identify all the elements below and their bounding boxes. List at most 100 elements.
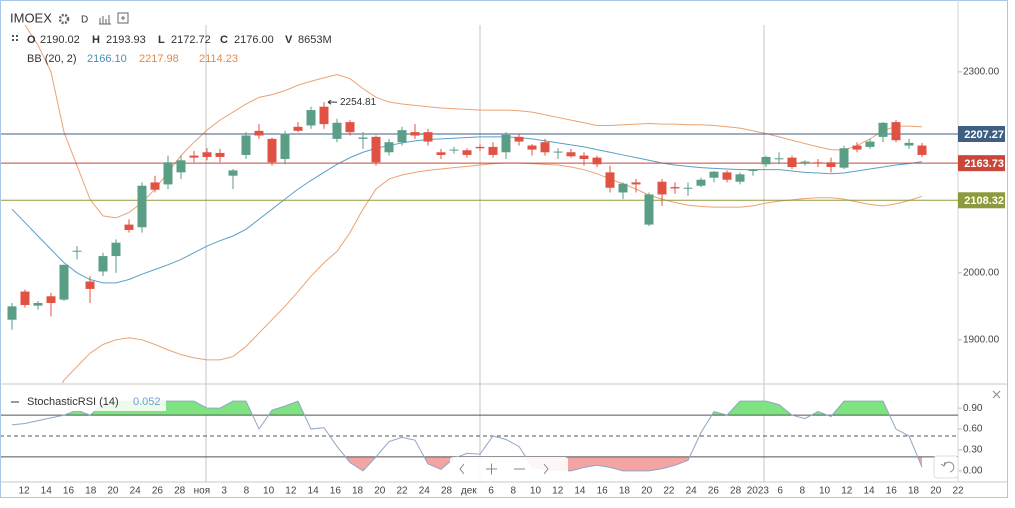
x-tick-label: 12 — [552, 486, 564, 497]
settings-icon[interactable] — [58, 13, 70, 25]
x-tick-label: 20 — [107, 486, 119, 497]
candle-body — [865, 141, 875, 147]
drag-handle — [12, 35, 18, 41]
candle-body — [449, 149, 459, 151]
candle-body — [150, 182, 160, 190]
candle-body — [319, 106, 329, 125]
candle-body — [670, 187, 680, 189]
reset-button[interactable] — [933, 455, 959, 479]
candle-body — [579, 155, 589, 159]
x-tick-label: 20 — [641, 486, 653, 497]
candle-body — [72, 250, 82, 252]
candle-body — [371, 136, 381, 163]
h-value: 2193.93 — [106, 34, 146, 46]
x-tick-label: 26 — [152, 486, 164, 497]
candle-body — [878, 122, 888, 137]
x-tick-label: 14 — [863, 486, 875, 497]
candle-body — [293, 126, 303, 131]
candle-body — [436, 152, 446, 155]
candle-body — [657, 181, 667, 195]
candle-body — [735, 174, 745, 182]
compare-plus — [121, 16, 125, 20]
candle-body — [787, 157, 797, 167]
candle-body — [644, 194, 654, 225]
x-tick-label: 18 — [352, 486, 364, 497]
candle-body — [774, 158, 784, 160]
symbol: IMOEX — [10, 10, 52, 25]
bollinger-band — [61, 162, 923, 383]
o-value: 2190.02 — [40, 34, 80, 46]
x-tick-label: 22 — [663, 486, 675, 497]
x-tick-label: 12 — [841, 486, 853, 497]
c-value: 2176.00 — [234, 34, 274, 46]
oscillator-title: StochasticRSI (14) — [27, 396, 119, 408]
candle-body — [514, 136, 524, 142]
candle-body — [85, 281, 95, 289]
candle-body — [540, 142, 550, 153]
candle-body — [345, 122, 355, 133]
candle-body — [124, 224, 134, 230]
x-tick-label: 20 — [930, 486, 942, 497]
candle-body — [696, 179, 706, 186]
x-tick-label: 22 — [396, 486, 408, 497]
x-tick-label: 28 — [441, 486, 453, 497]
bb-lower: 2114.23 — [199, 53, 238, 65]
candle-body — [358, 137, 368, 139]
scroll-right[interactable] — [543, 463, 549, 475]
x-tick-label: дек — [461, 486, 477, 497]
scroll-left[interactable] — [459, 463, 465, 475]
candle-body — [527, 145, 537, 150]
bars-icon[interactable] — [99, 15, 111, 25]
candle-body — [20, 291, 30, 305]
header: IMOEX D O 2190.02 H 2193.93 L 2172.72 C … — [10, 10, 332, 64]
x-tick-label: 8 — [800, 486, 806, 497]
x-tick-label: 16 — [886, 486, 898, 497]
x-tick-label: 16 — [597, 486, 609, 497]
oscillator-legend: StochasticRSI (14) 0.052 — [6, 390, 1001, 411]
toolbar-bg — [450, 457, 568, 481]
compare-icon[interactable] — [117, 12, 129, 24]
bb-upper: 2217.98 — [139, 53, 179, 65]
candle-body — [800, 161, 810, 163]
oversold-fill — [345, 456, 922, 471]
candle-body — [202, 152, 212, 157]
candle-body — [566, 152, 576, 157]
x-tick-label: 10 — [263, 486, 275, 497]
zoom-in[interactable] — [486, 463, 497, 475]
level-label: 2108.32 — [964, 195, 1004, 207]
y-tick-label: 0.30 — [963, 445, 983, 456]
legend-bg — [6, 393, 166, 411]
candle-body — [852, 145, 862, 150]
interval[interactable]: D — [81, 15, 88, 26]
candle-body — [280, 133, 290, 159]
oscillator-value: 0.052 — [133, 396, 161, 408]
x-tick-label: 26 — [708, 486, 720, 497]
price-pane: 2254.81 — [1, 25, 958, 383]
candle-body — [254, 130, 264, 136]
x-tick-label: 16 — [63, 486, 75, 497]
candle-body — [98, 256, 108, 272]
x-tick-label: 16 — [330, 486, 342, 497]
x-tick-label: 24 — [130, 486, 142, 497]
l-value: 2172.72 — [171, 34, 211, 46]
candle-body — [722, 172, 732, 180]
max-label: 2254.81 — [340, 97, 377, 108]
x-tick-label: 10 — [819, 486, 831, 497]
candle-body — [228, 170, 238, 176]
navigation-toolbar — [450, 455, 959, 481]
level-tag — [958, 155, 1005, 172]
x-tick-label: 8 — [510, 486, 516, 497]
x-tick-label: 12 — [285, 486, 297, 497]
candle-body — [917, 145, 927, 155]
candle-body — [748, 169, 758, 172]
candle-body — [306, 110, 316, 126]
candle-body — [839, 148, 849, 168]
candle-body — [215, 152, 225, 157]
x-tick-label: ноя — [194, 486, 211, 497]
close-pane[interactable] — [992, 390, 1001, 399]
candle-body — [462, 150, 472, 155]
reset-icon — [940, 461, 955, 473]
candle-body — [618, 183, 628, 193]
candle-body — [423, 132, 433, 142]
x-tick-label: 14 — [41, 486, 53, 497]
